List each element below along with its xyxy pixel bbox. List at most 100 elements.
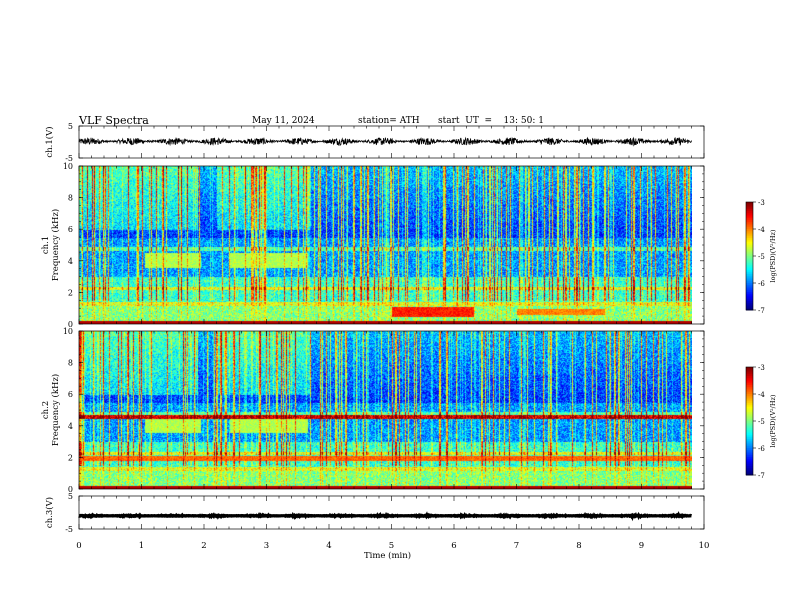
y-tick-label: 8	[68, 359, 73, 368]
y-tick-label: 5	[68, 492, 73, 501]
colorbar-segment	[746, 381, 753, 384]
colorbar-segment	[746, 458, 753, 462]
y-tick-label: 10	[63, 327, 73, 336]
colorbar-segment	[746, 281, 753, 284]
colorbar-segment	[746, 422, 753, 426]
colorbar-segment	[746, 399, 753, 402]
colorbar-tick-label: -6	[758, 280, 765, 288]
colorbar-segment	[746, 302, 753, 306]
colorbar-segment	[746, 439, 753, 442]
y-tick-label: 4	[68, 422, 73, 431]
colorbar-segment	[746, 223, 753, 226]
ch1-spectrogram-ylabel-frequency: Frequency (kHz)	[50, 209, 61, 281]
colorbar-segment	[746, 433, 753, 436]
colorbar-segment	[746, 290, 753, 293]
colorbar-segment	[746, 385, 753, 388]
y-tick-label: 4	[68, 257, 73, 266]
colorbar-segment	[746, 230, 753, 234]
colorbar-segment	[746, 457, 753, 460]
colorbar-segment	[746, 299, 753, 302]
colorbar-segment	[746, 236, 753, 239]
colorbar-segment	[746, 397, 753, 400]
colorbar-segment	[746, 256, 753, 259]
colorbar-segment	[746, 218, 753, 221]
y-tick-label: -5	[65, 525, 73, 534]
colorbar-segment	[746, 286, 753, 289]
colorbar-segment	[746, 419, 753, 422]
ch1-spectrogram-ylabel-channel: ch.1	[41, 236, 51, 254]
colorbar-segment	[746, 227, 753, 230]
colorbar-segment	[746, 265, 753, 268]
colorbar-label: log(PSD)(V²/Hz)	[769, 394, 777, 447]
colorbar-segment	[746, 430, 753, 433]
colorbar-segment	[746, 460, 753, 463]
colorbar-segment	[746, 203, 753, 207]
colorbar-segment	[746, 471, 753, 474]
y-tick-label: 6	[68, 225, 73, 234]
colorbar-segment	[746, 214, 753, 217]
colorbar-segment	[746, 426, 753, 429]
colorbar-tick-label: -4	[758, 226, 765, 234]
colorbar-segment	[746, 451, 753, 454]
colorbar-segment	[746, 250, 753, 253]
colorbar-segment	[746, 288, 753, 291]
colorbar-segment	[746, 304, 753, 307]
chart-title: VLF Spectra	[79, 114, 149, 127]
colorbar-segment	[746, 209, 753, 212]
colorbar-tick-label: -3	[758, 364, 765, 372]
ch1-waveform-ylabel: ch.1(V)	[44, 126, 55, 157]
colorbar-segment	[746, 205, 753, 208]
x-tick-label: 0	[76, 541, 81, 551]
colorbar-segment	[746, 252, 753, 255]
colorbar-segment	[746, 216, 753, 219]
y-tick-label: 8	[68, 194, 73, 203]
colorbar-segment	[746, 428, 753, 431]
colorbar-segment	[746, 367, 753, 370]
colorbar-segment	[746, 442, 753, 445]
colorbar-segment	[746, 275, 753, 279]
colorbar-tick-label: -4	[758, 391, 765, 399]
axis-labels: 5 -5 ch.1(V) -3 -4 -5 -6 -7 log(PSD)(V²/Hz) 0 2 4 6 8…	[41, 122, 777, 561]
colorbar-segment	[746, 377, 753, 381]
colorbar-segment	[746, 372, 753, 375]
x-tick-label: 5	[389, 541, 394, 551]
y-tick-label: -5	[65, 154, 73, 163]
colorbar-tick-label: -5	[758, 418, 765, 426]
colorbar-segment	[746, 388, 753, 391]
colorbar-segment	[746, 247, 753, 250]
colorbar-segment	[746, 466, 753, 469]
colorbar-segment	[746, 292, 753, 295]
colorbar-tick-label: -5	[758, 253, 765, 261]
colorbar-tick-label: -3	[758, 199, 765, 207]
x-tick-label: 9	[639, 541, 644, 551]
colorbar-segment	[746, 368, 753, 372]
colorbar-segment	[746, 464, 753, 467]
colorbar-label: log(PSD)(V²/Hz)	[769, 229, 777, 282]
colorbar-segment	[746, 446, 753, 449]
colorbar-segment	[746, 225, 753, 228]
colorbar-segment	[746, 395, 753, 399]
x-tick-label: 10	[699, 541, 710, 551]
colorbar-segment	[746, 424, 753, 427]
y-tick-label: 5	[68, 122, 73, 131]
waveform-traces	[78, 136, 693, 522]
y-tick-label: 0	[68, 485, 73, 494]
ch1-spectrogram-image	[79, 166, 692, 324]
colorbar-segment	[746, 239, 753, 243]
colorbar-segment	[746, 238, 753, 241]
colorbar-segment	[746, 415, 753, 418]
colorbar-segment	[746, 390, 753, 393]
x-tick-label: 4	[326, 541, 331, 551]
colorbar-segment	[746, 403, 753, 406]
x-axis-label: Time (min)	[364, 550, 411, 561]
colorbar-segment	[746, 266, 753, 270]
ch2-spectrogram-ylabel-channel: ch.2	[41, 401, 51, 419]
colorbar-segment	[746, 421, 753, 424]
colorbar-segment	[746, 245, 753, 248]
colorbar-segment	[746, 370, 753, 373]
colorbar-segment	[746, 394, 753, 397]
colorbar-segment	[746, 263, 753, 266]
ch2-spectrogram-image	[79, 331, 692, 489]
colorbar-segment	[746, 293, 753, 297]
